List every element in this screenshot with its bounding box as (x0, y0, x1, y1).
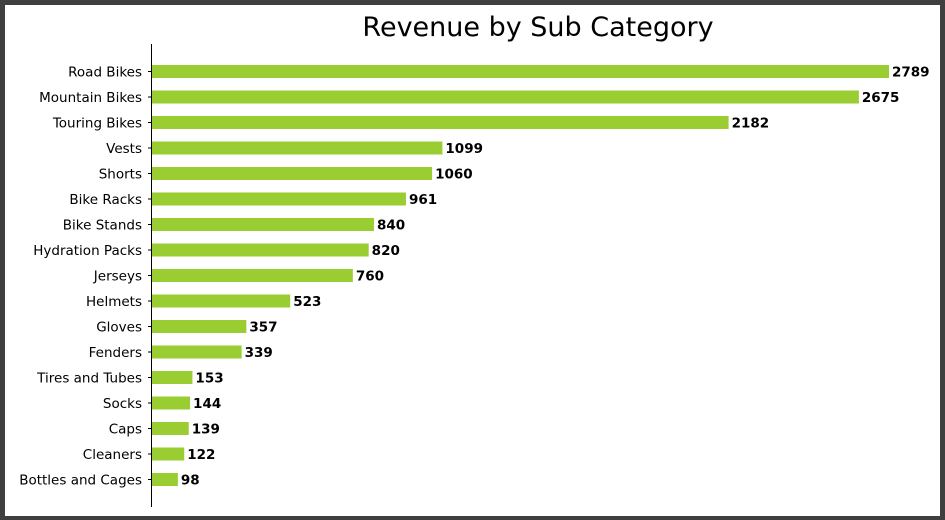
y-tick-label: Bike Racks (69, 192, 142, 208)
y-tick-label: Jerseys (93, 269, 142, 285)
chart-frame: Revenue by Sub Category Road Bikes 2789 Mo… (5, 5, 940, 516)
bar-bike-stands (152, 218, 374, 231)
bar-hydration-packs (152, 243, 369, 257)
bar-bottles-and-cages (152, 473, 178, 486)
y-tick-label: Helmets (86, 294, 142, 310)
y-tick-label: Socks (103, 396, 142, 412)
data-label: 961 (409, 192, 437, 208)
data-label: 820 (372, 243, 400, 259)
bars-group: Road Bikes 2789 Mountain Bikes 2675 Touring … (19, 65, 929, 489)
data-label: 840 (377, 218, 405, 234)
y-tick-label: Bike Stands (63, 218, 142, 234)
bar-fenders (152, 345, 242, 359)
bar-chart: Revenue by Sub Category Road Bikes 2789 Mo… (19, 12, 930, 507)
data-label: 2675 (862, 90, 900, 106)
y-tick-label: Bottles and Cages (19, 473, 142, 489)
data-label: 1099 (445, 141, 483, 157)
data-label: 357 (249, 320, 277, 336)
bar-caps (152, 422, 189, 435)
data-label: 2182 (732, 116, 770, 132)
y-tick-label: Shorts (99, 167, 142, 183)
bar-mountain-bikes (152, 90, 859, 104)
bar-bike-racks (152, 192, 406, 206)
bar-cleaners (152, 447, 185, 461)
data-label: 1060 (435, 167, 473, 183)
bar-jerseys (152, 269, 353, 282)
bar-touring-bikes (152, 116, 729, 129)
y-tick-label: Vests (106, 141, 142, 157)
data-label: 2789 (892, 65, 930, 81)
bar-road-bikes (152, 65, 889, 78)
data-label: 760 (356, 269, 384, 285)
bar-gloves (152, 320, 247, 333)
bar-shorts (152, 167, 433, 180)
y-tick-label: Tires and Tubes (36, 371, 142, 387)
y-tick-label: Road Bikes (68, 65, 142, 81)
bar-vests (152, 141, 443, 155)
bar-socks (152, 396, 191, 410)
data-label: 153 (195, 371, 223, 387)
data-label: 122 (187, 447, 215, 463)
data-label: 339 (245, 345, 273, 361)
data-label: 144 (193, 396, 221, 412)
y-tick-label: Cleaners (83, 447, 142, 463)
y-tick-label: Touring Bikes (52, 116, 142, 132)
data-label: 98 (181, 473, 200, 489)
data-label: 139 (192, 422, 220, 438)
chart-title: Revenue by Sub Category (362, 12, 713, 43)
y-tick-label: Hydration Packs (33, 243, 142, 259)
bar-helmets (152, 294, 291, 308)
y-tick-label: Gloves (96, 320, 142, 336)
bar-tires-and-tubes (152, 371, 193, 384)
y-tick-label: Caps (109, 422, 142, 438)
data-label: 523 (293, 294, 321, 310)
y-tick-label: Mountain Bikes (39, 90, 142, 106)
y-tick-label: Fenders (89, 345, 142, 361)
